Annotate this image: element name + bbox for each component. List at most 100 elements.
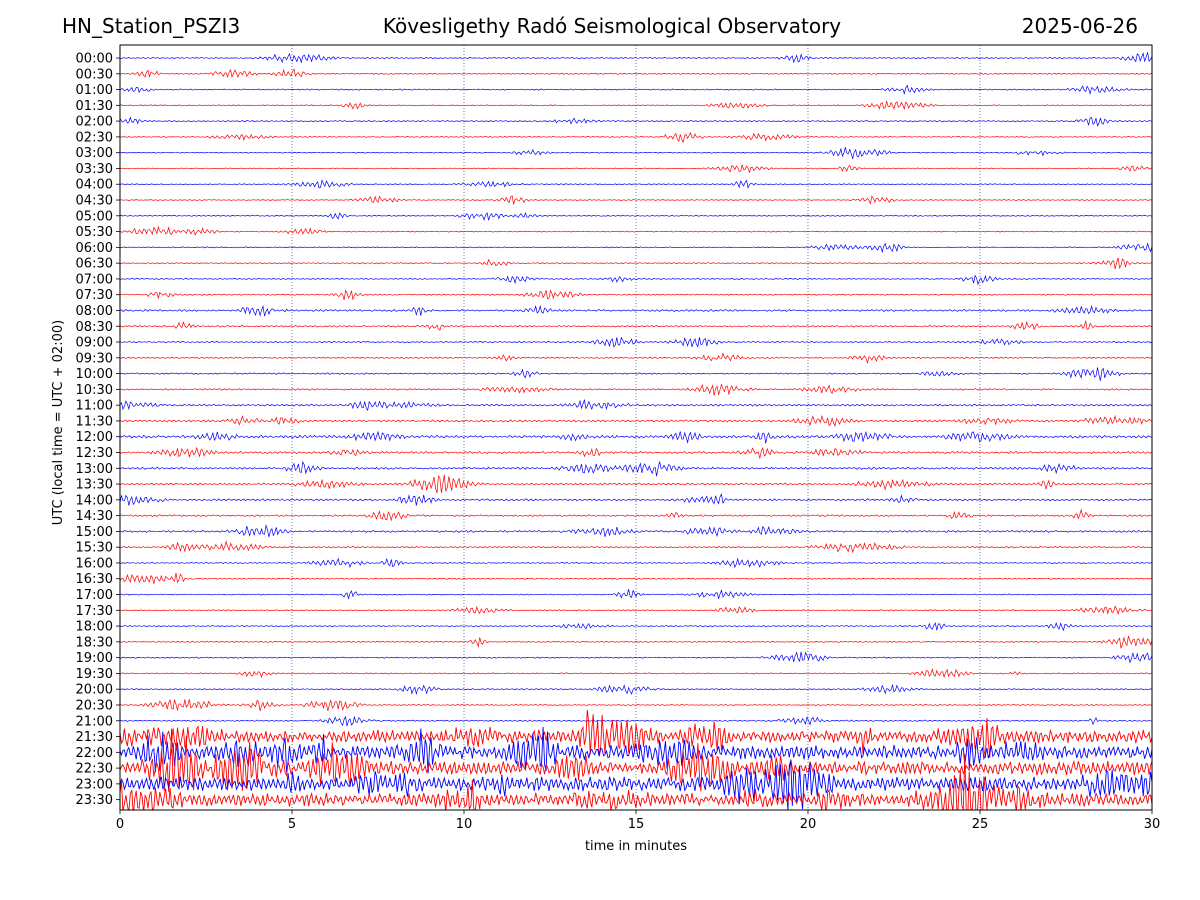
trace-1130 [120,414,1152,427]
trace-1330 [120,474,1152,494]
trace-1030 [120,383,1152,396]
trace-2330 [120,753,1152,810]
trace-1430 [120,508,1152,522]
trace-0130 [120,101,1152,111]
trace-2000 [120,683,1152,696]
trace-0000 [120,52,1152,64]
trace-1230 [120,446,1152,459]
y-tick-label: 15:30 [76,541,113,556]
trace-group [120,52,1152,810]
y-tick-label: 19:30 [76,667,113,682]
record-date: 2025-06-26 [1021,14,1138,38]
y-tick-label: 03:30 [76,162,113,177]
station-name: HN_Station_PSZI3 [62,14,241,38]
trace-1800 [120,622,1152,632]
y-tick-label: 11:30 [76,414,113,429]
y-tick-label: 08:30 [76,320,113,335]
x-tick-label: 25 [972,817,989,832]
y-tick-label: 20:00 [76,683,113,698]
y-tick-label: 20:30 [76,698,113,713]
trace-1000 [120,367,1152,381]
y-tick-label: 03:00 [76,146,113,161]
trace-0200 [120,116,1152,127]
trace-0430 [120,195,1152,205]
y-tick-label: 19:00 [76,651,113,666]
y-tick-label: 00:00 [76,52,113,67]
y-tick-label: 06:30 [76,257,113,272]
y-tick-label: 18:30 [76,635,113,650]
x-axis-label: time in minutes [585,839,687,854]
trace-2030 [120,699,1152,712]
y-tick-label: 07:00 [76,272,113,287]
y-tick-label: 21:30 [76,730,113,745]
y-tick-label: 22:30 [76,762,113,777]
y-tick-label: 15:00 [76,525,113,540]
trace-0030 [120,68,1152,79]
trace-1630 [120,572,1152,584]
y-tick-label: 18:00 [76,620,113,635]
y-tick-label: 04:30 [76,194,113,209]
trace-1100 [120,398,1152,412]
trace-0100 [120,84,1152,96]
y-tick-label: 12:30 [76,446,113,461]
trace-0930 [120,352,1152,364]
y-tick-label: 21:00 [76,714,113,729]
y-tick-label: 08:00 [76,304,113,319]
y-tick-label: 02:30 [76,130,113,145]
trace-0330 [120,164,1152,174]
y-tick-label: 05:30 [76,225,113,240]
trace-0500 [120,211,1152,221]
y-tick-label: 11:00 [76,399,113,414]
trace-0300 [120,147,1152,160]
trace-1200 [120,430,1152,444]
trace-1900 [120,651,1152,664]
trace-0630 [120,257,1152,270]
trace-1500 [120,524,1152,538]
trace-0900 [120,336,1152,348]
trace-0830 [120,320,1152,332]
y-tick-label: 10:30 [76,383,113,398]
y-tick-label: 05:00 [76,209,113,224]
x-tick-label: 0 [116,817,124,832]
y-tick-label: 23:00 [76,777,113,792]
y-tick-label: 09:00 [76,336,113,351]
y-tick-label: 07:30 [76,288,113,303]
y-tick-label: 14:00 [76,493,113,508]
trace-0800 [120,304,1152,317]
y-tick-label: 16:00 [76,556,113,571]
trace-1830 [120,635,1152,649]
y-tick-label: 16:30 [76,572,113,587]
y-tick-label: 09:30 [76,351,113,366]
trace-2230 [120,728,1152,793]
x-tick-label: 10 [456,817,473,832]
x-tick-label: 30 [1144,817,1161,832]
trace-1700 [120,588,1152,600]
y-tick-label: 02:00 [76,115,113,130]
trace-0730 [120,289,1152,301]
y-tick-label: 22:00 [76,746,113,761]
y-tick-label: 10:00 [76,367,113,382]
trace-2130 [120,709,1152,758]
y-tick-label: 01:30 [76,99,113,114]
y-tick-label: 12:00 [76,430,113,445]
y-axis-label: UTC (local time = UTC + 02:00) [51,320,66,525]
y-tick-label: 23:30 [76,793,113,808]
y-tick-label: 14:30 [76,509,113,524]
trace-0400 [120,179,1152,189]
trace-0600 [120,242,1152,254]
trace-2100 [120,715,1152,727]
trace-1300 [120,460,1152,477]
y-tick-label: 17:00 [76,588,113,603]
x-tick-label: 5 [288,817,296,832]
trace-2200 [120,726,1152,774]
trace-1600 [120,557,1152,569]
y-tick-label: 13:30 [76,478,113,493]
trace-1400 [120,493,1152,506]
trace-0530 [120,225,1152,236]
y-tick-label: 13:00 [76,462,113,477]
trace-0230 [120,131,1152,144]
trace-1730 [120,605,1152,616]
y-tick-label: 17:30 [76,604,113,619]
y-tick-label: 00:30 [76,67,113,82]
